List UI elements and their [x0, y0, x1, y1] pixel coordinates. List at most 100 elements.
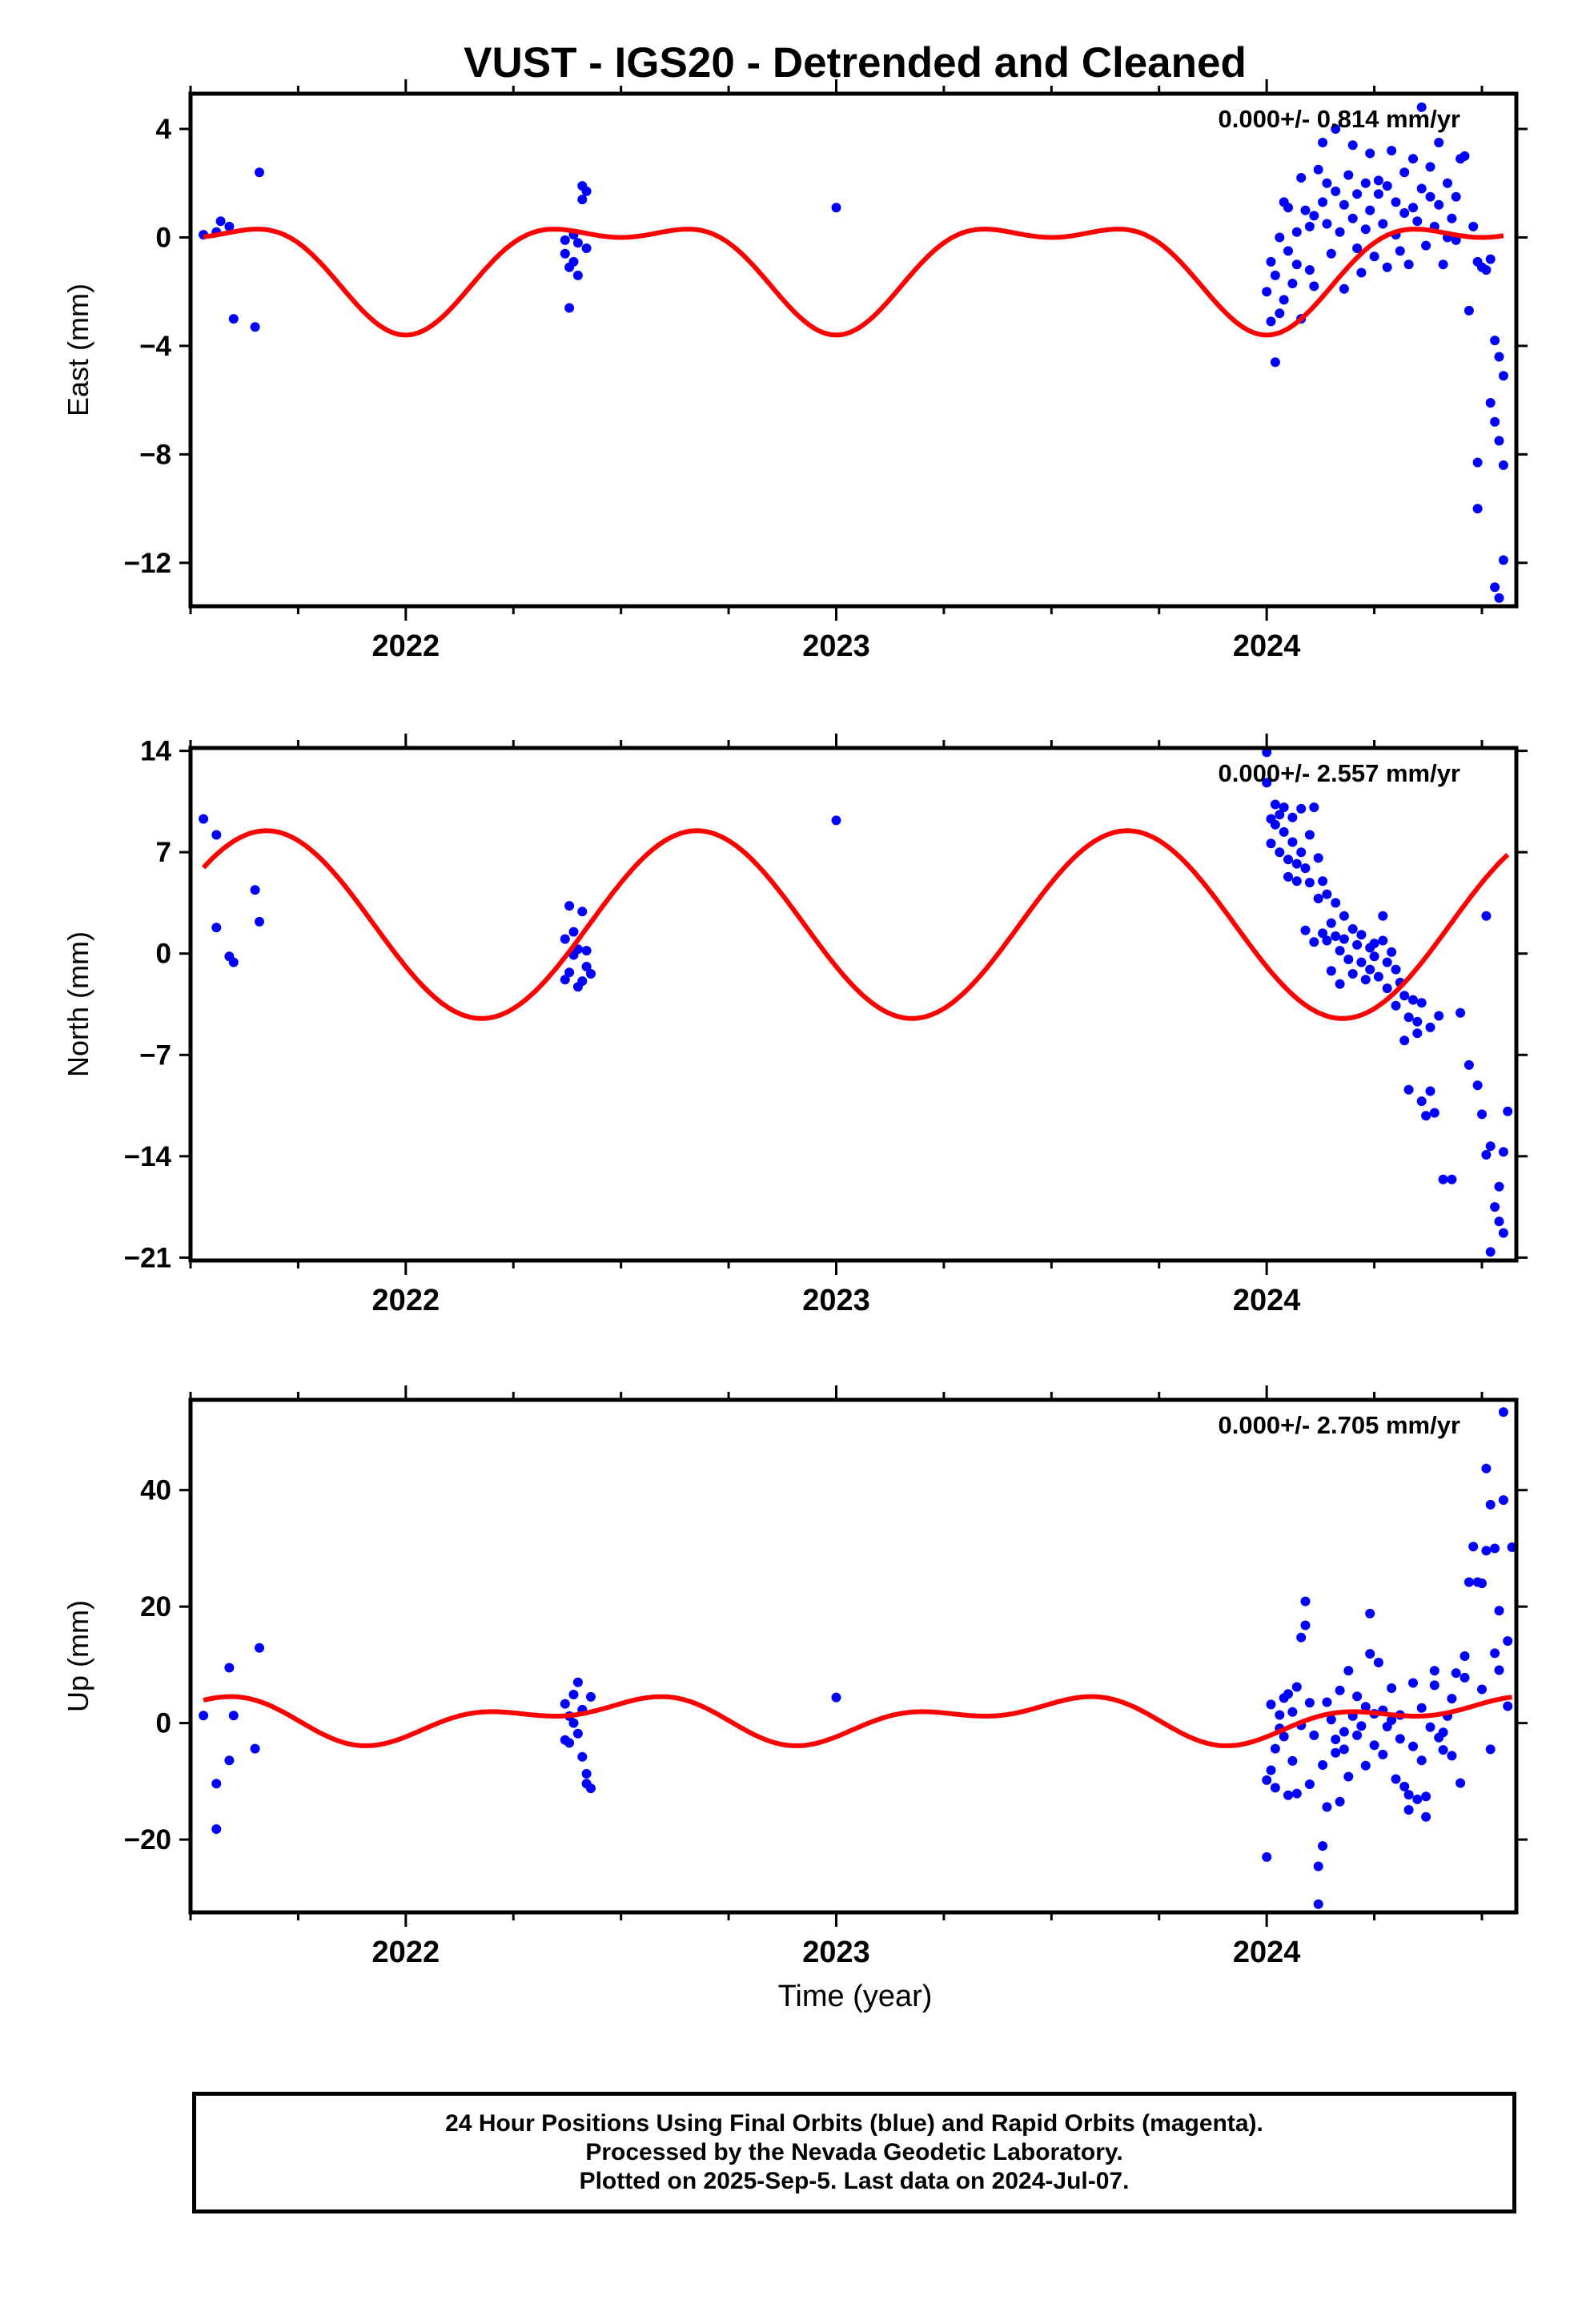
- east-data-point: [1485, 398, 1496, 408]
- up-data-point: [1287, 1707, 1298, 1717]
- east-data-point: [560, 235, 570, 245]
- north-data-point: [1382, 983, 1392, 994]
- up-x-tick-label: 2024: [1233, 1936, 1301, 1969]
- up-data-point: [1270, 1783, 1280, 1793]
- up-data-point: [1490, 1543, 1500, 1554]
- north-data-point: [1391, 1000, 1401, 1011]
- east-data-point: [1472, 504, 1483, 514]
- up-data-point: [1490, 1648, 1500, 1659]
- east-data-point: [831, 203, 841, 213]
- up-data-point: [1464, 1577, 1474, 1587]
- east-axes: 4 0 −4 −8 −12 2022 2023 2024: [124, 79, 1528, 663]
- north-data-point: [1429, 1108, 1439, 1118]
- east-data-point: [1399, 167, 1410, 178]
- north-data-point: [1382, 957, 1392, 967]
- up-data-point: [1356, 1721, 1367, 1731]
- east-data-point: [1443, 178, 1452, 188]
- up-data-point: [560, 1699, 570, 1709]
- up-data-point: [199, 1711, 209, 1721]
- east-data-point: [1275, 308, 1285, 319]
- up-data-point: [1318, 1841, 1328, 1852]
- east-data-point: [1270, 357, 1280, 368]
- east-data-point: [1279, 295, 1289, 305]
- north-data-point: [1498, 1228, 1508, 1238]
- north-data-point: [1481, 1150, 1492, 1160]
- east-data-point: [1464, 305, 1474, 316]
- up-data-point: [1373, 1658, 1383, 1667]
- east-data-point: [1391, 197, 1401, 207]
- up-data-point: [1270, 1743, 1280, 1754]
- east-data-point: [1304, 221, 1315, 231]
- footer-caption-box: 24 Hour Positions Using Final Orbits (bl…: [192, 2092, 1516, 2213]
- north-data-point: [1356, 957, 1367, 967]
- up-data-point: [1460, 1672, 1470, 1683]
- up-data-point: [1360, 1702, 1371, 1712]
- up-data-point: [1485, 1499, 1496, 1510]
- north-data-point: [1352, 939, 1363, 950]
- north-data-point: [199, 814, 209, 824]
- up-data-point: [1369, 1740, 1379, 1751]
- east-data-point: [1287, 279, 1298, 288]
- north-data-point: [1425, 1022, 1435, 1032]
- north-seasonal-fit-curve: [201, 828, 1510, 1021]
- east-data-point: [1322, 178, 1332, 188]
- up-data-points: [199, 1407, 1517, 1909]
- up-data-point: [211, 1824, 222, 1834]
- north-data-point: [1477, 1109, 1487, 1120]
- up-data-point: [1343, 1771, 1354, 1782]
- east-data-point: [1365, 205, 1375, 215]
- up-data-point: [1498, 1495, 1508, 1506]
- north-data-point: [1270, 819, 1280, 830]
- east-data-point: [1335, 227, 1345, 237]
- north-data-point: [1318, 876, 1328, 887]
- east-data-point: [1447, 213, 1457, 223]
- north-data-point: [1403, 1012, 1414, 1023]
- up-data-point: [1378, 1749, 1388, 1759]
- north-data-point: [1360, 975, 1371, 985]
- east-data-point: [1262, 287, 1272, 297]
- north-data-point: [1378, 935, 1388, 946]
- east-x-tick-label: 2023: [802, 629, 870, 663]
- up-data-point: [568, 1718, 579, 1728]
- north-data-point: [1335, 946, 1345, 956]
- up-data-point: [1421, 1791, 1431, 1802]
- east-data-point: [1494, 436, 1504, 446]
- east-data-point: [1490, 416, 1500, 427]
- north-data-point: [1425, 1086, 1435, 1096]
- north-data-point: [1403, 1084, 1414, 1095]
- north-data-point: [1391, 964, 1401, 975]
- east-data-point: [1490, 336, 1500, 346]
- north-data-point: [1412, 1016, 1423, 1027]
- north-axes: 14 7 0 −7 −14 −21 2022 2023 2024: [124, 734, 1528, 1317]
- up-data-point: [1438, 1727, 1448, 1738]
- up-data-point: [1477, 1578, 1487, 1589]
- up-data-point: [1275, 1710, 1285, 1720]
- up-data-point: [1291, 1682, 1302, 1692]
- up-axes: 40 20 0 −20 2022 2023 2024: [124, 1385, 1528, 1969]
- east-data-point: [1425, 191, 1435, 202]
- east-data-point: [1270, 270, 1280, 280]
- east-data-point: [1451, 191, 1461, 202]
- east-data-point: [250, 322, 260, 332]
- north-data-point: [1279, 802, 1289, 813]
- north-data-point: [831, 815, 841, 826]
- east-data-point: [1343, 170, 1354, 180]
- east-data-point: [1485, 254, 1496, 264]
- north-data-point: [1291, 876, 1302, 887]
- north-y-tick-label: 14: [140, 736, 171, 767]
- east-data-point: [1339, 199, 1349, 210]
- north-data-point: [1296, 803, 1307, 814]
- up-data-point: [1494, 1606, 1504, 1616]
- north-data-point: [1283, 854, 1293, 865]
- east-fit-curve-layer: [203, 227, 1504, 338]
- up-data-point: [1304, 1698, 1315, 1708]
- north-data-point: [211, 923, 222, 933]
- up-data-point: [1485, 1744, 1496, 1755]
- north-fit-curve-layer: [201, 828, 1510, 1021]
- north-data-point: [581, 962, 592, 971]
- up-data-point: [1300, 1596, 1311, 1606]
- north-data-point: [1464, 1059, 1474, 1070]
- east-data-point: [1365, 148, 1375, 159]
- east-data-point: [1347, 140, 1358, 151]
- east-seasonal-fit-curve: [203, 227, 1504, 338]
